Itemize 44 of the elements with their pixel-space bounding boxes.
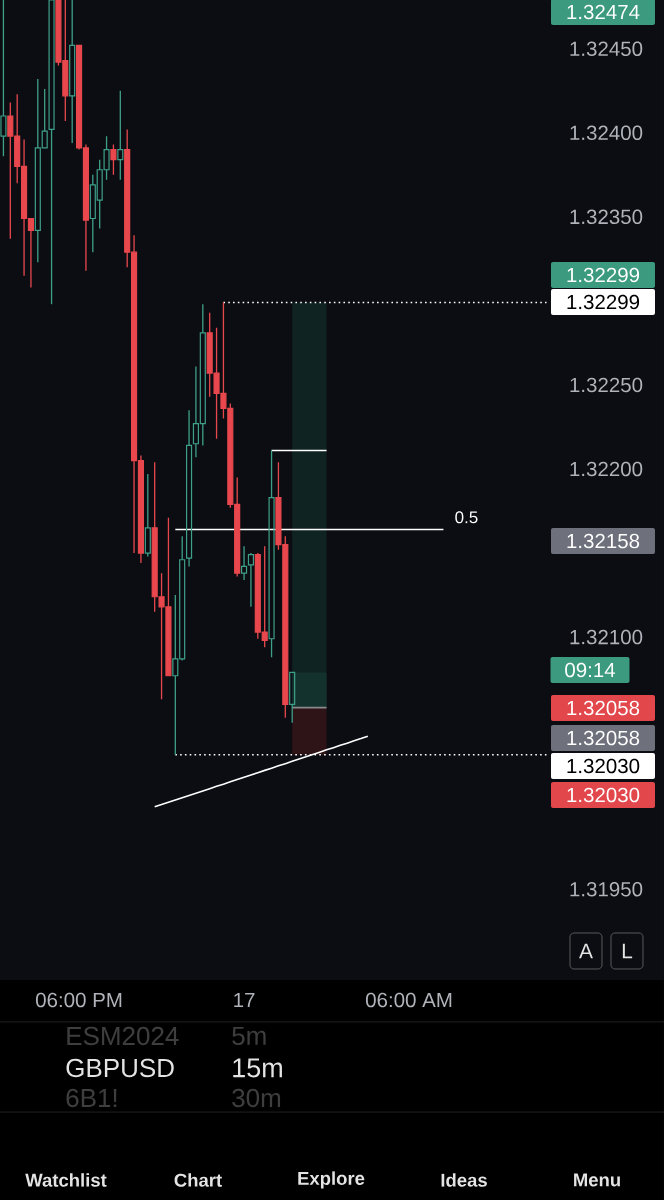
text: 1.32299	[567, 267, 640, 283]
candlestick	[110, 143, 117, 176]
y-tick-label: 1.32350	[570, 209, 643, 225]
candlestick	[144, 473, 151, 558]
text: Ideas	[441, 1173, 487, 1187]
text: 1.32030	[567, 787, 640, 803]
text: Explore	[298, 1171, 365, 1189]
y-tick-label: 1.32450	[570, 41, 643, 56]
x-tick-label: 17	[234, 992, 255, 1008]
text: 1.32299	[567, 294, 640, 310]
text: 15m	[233, 1058, 282, 1078]
candlestick	[268, 449, 275, 658]
text: A	[579, 943, 593, 959]
text: 30m	[232, 1088, 281, 1108]
candlestick	[48, 0, 55, 305]
text: 09:14	[565, 662, 616, 678]
candlestick	[69, 0, 76, 144]
y-tick-label: 1.32200	[570, 461, 643, 477]
text: ESM2024	[67, 1026, 179, 1046]
candlestick	[240, 545, 248, 581]
candlestick	[247, 552, 255, 608]
text: 1.32474	[567, 4, 640, 20]
text: 1.32030	[567, 758, 640, 774]
text: L	[622, 943, 633, 959]
text: Watchlist	[25, 1173, 107, 1187]
candlestick	[185, 409, 193, 568]
y-tick-label: 1.31950	[570, 881, 643, 897]
candlestick	[0, 0, 7, 157]
text: 6B1!	[66, 1088, 117, 1108]
text: 1.32058	[567, 730, 640, 746]
text: 1.32158	[567, 533, 640, 549]
series-label: 0.5	[455, 511, 478, 524]
text: 1.32058	[567, 700, 640, 716]
text: Menu	[574, 1173, 620, 1187]
text: 5m	[232, 1026, 266, 1046]
y-tick-label: 1.32100	[570, 629, 643, 645]
y-tick-label: 1.32250	[570, 377, 643, 393]
text: Chart	[174, 1173, 222, 1187]
y-tick-label: 1.32400	[570, 125, 643, 141]
candlestick	[117, 90, 124, 181]
x-tick-label: 06:00 AM	[365, 992, 452, 1008]
x-tick-label: 06:00 PM	[35, 992, 122, 1008]
text: GBPUSD	[66, 1058, 174, 1078]
candlestick	[289, 671, 296, 724]
